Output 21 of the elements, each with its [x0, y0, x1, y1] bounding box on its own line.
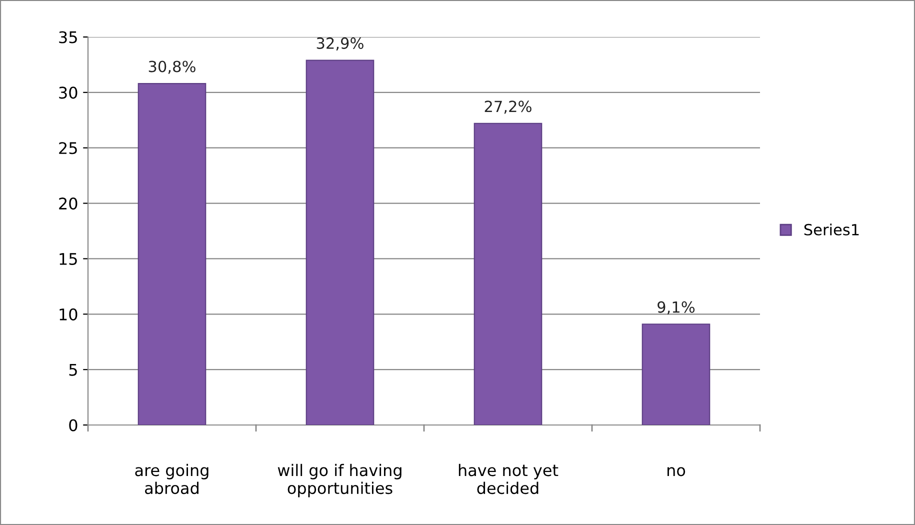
legend-label: Series1: [804, 224, 859, 236]
data-label: 9,1%: [658, 301, 695, 314]
y-tick-label: 0: [69, 419, 78, 432]
y-tick-label: 5: [69, 364, 77, 376]
x-tick-label: will go if having opportunities: [278, 464, 402, 498]
x-tick-label: are going abroad: [135, 464, 208, 494]
y-tick-label: 30: [59, 86, 78, 99]
y-tick-label: 35: [59, 31, 77, 44]
data-label: 27,2%: [484, 100, 532, 114]
data-label: 30,8%: [148, 60, 196, 74]
y-tick-label: 20: [59, 198, 78, 210]
bar: [306, 60, 374, 425]
bar: [138, 83, 206, 425]
bar: [474, 122, 542, 425]
y-tick-label: 10: [60, 308, 78, 320]
x-tick-label: have not yet decided: [458, 464, 558, 494]
data-label: 32,9%: [316, 37, 364, 51]
x-tick-label: no: [668, 467, 686, 476]
y-tick-label: 25: [59, 142, 77, 154]
y-tick-label: 15: [60, 253, 77, 266]
bar: [642, 324, 710, 425]
